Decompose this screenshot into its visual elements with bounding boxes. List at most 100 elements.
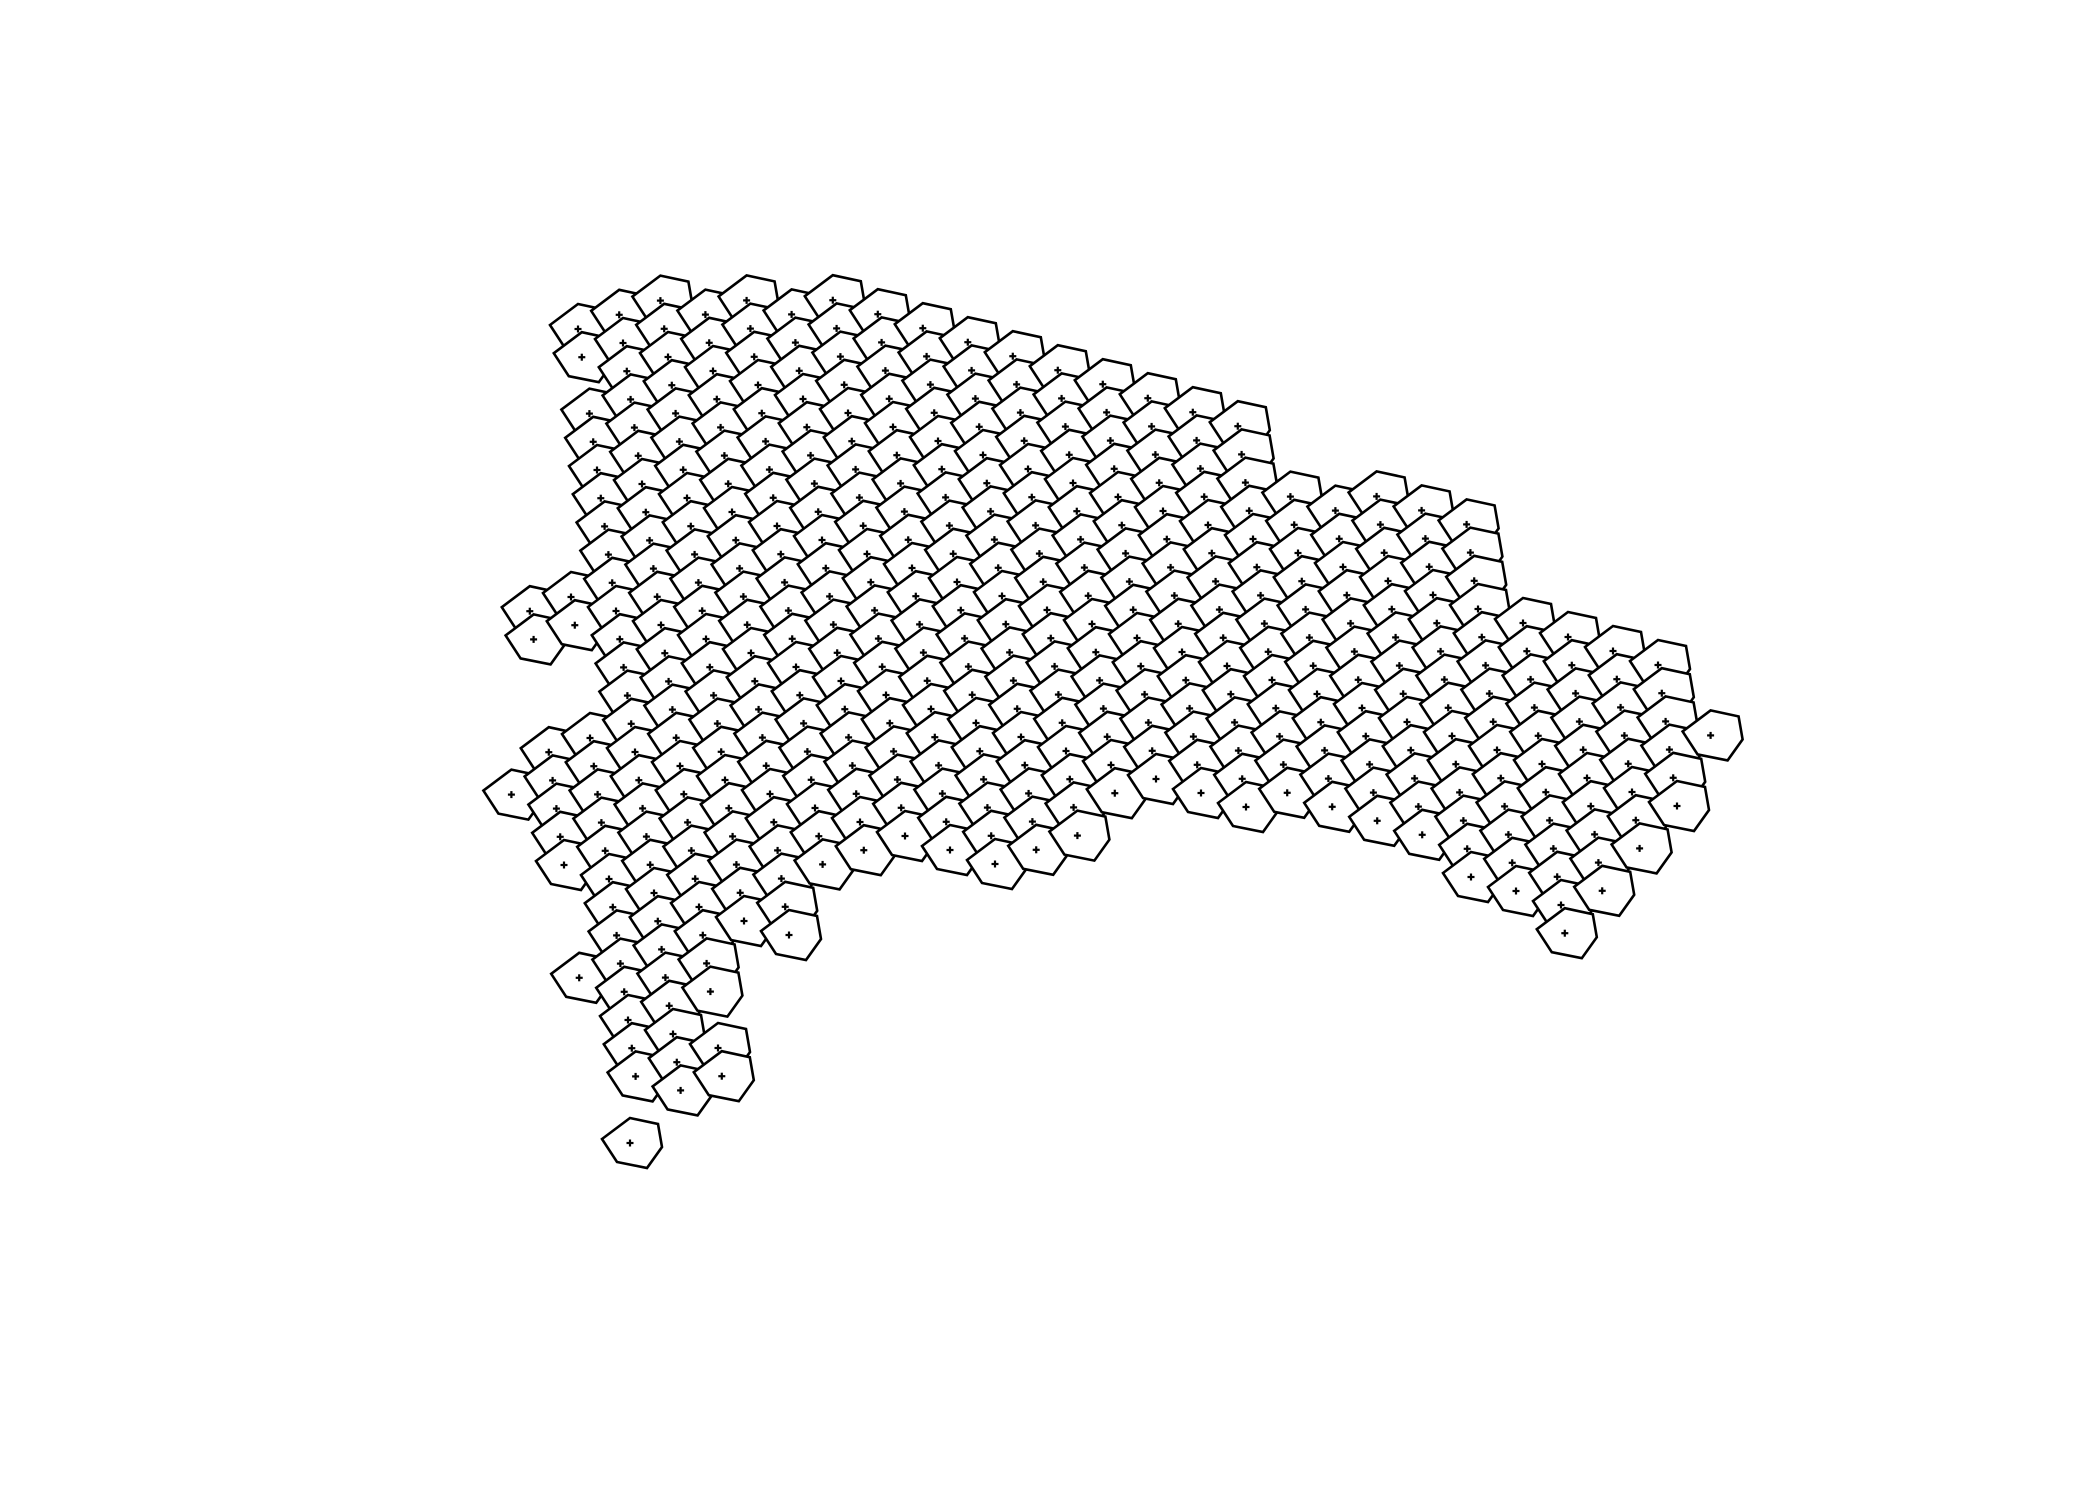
plus-icon bbox=[919, 649, 927, 657]
plus-icon bbox=[616, 960, 624, 968]
plus-icon bbox=[729, 832, 737, 840]
plus-icon bbox=[926, 381, 934, 389]
plus-icon bbox=[1054, 691, 1062, 699]
plus-icon bbox=[796, 691, 804, 699]
plus-icon bbox=[923, 677, 931, 685]
plus-icon bbox=[867, 578, 875, 586]
plus-icon bbox=[844, 409, 852, 417]
plus-icon bbox=[1474, 605, 1482, 613]
plus-icon bbox=[1114, 493, 1122, 501]
plus-icon bbox=[1197, 789, 1205, 797]
plus-icon bbox=[1298, 577, 1306, 585]
plus-icon bbox=[893, 451, 901, 459]
plus-icon bbox=[1534, 732, 1542, 740]
plus-icon bbox=[803, 748, 811, 756]
plus-icon bbox=[1279, 761, 1287, 769]
plus-icon bbox=[732, 536, 740, 544]
plus-icon bbox=[1418, 506, 1426, 514]
plus-icon bbox=[1373, 817, 1381, 825]
plus-icon bbox=[1459, 817, 1467, 825]
plus-icon bbox=[1489, 718, 1497, 726]
plus-icon bbox=[594, 790, 602, 798]
plus-icon bbox=[694, 579, 702, 587]
plus-icon bbox=[691, 550, 699, 558]
plus-icon bbox=[743, 296, 751, 304]
plus-icon bbox=[620, 988, 628, 996]
plus-icon bbox=[646, 861, 654, 869]
plus-icon bbox=[1530, 704, 1538, 712]
plus-icon bbox=[1125, 578, 1133, 586]
plus-icon bbox=[1609, 647, 1617, 655]
plus-icon bbox=[1302, 605, 1310, 613]
plus-icon bbox=[1519, 619, 1527, 627]
plus-icon bbox=[1497, 774, 1505, 782]
plus-icon bbox=[1062, 747, 1070, 755]
plus-icon bbox=[1219, 634, 1227, 642]
plus-icon bbox=[800, 719, 808, 727]
plus-icon bbox=[1276, 732, 1284, 740]
plus-icon bbox=[1414, 803, 1422, 811]
plus-icon bbox=[938, 790, 946, 798]
plus-icon bbox=[1707, 731, 1715, 739]
plus-icon bbox=[968, 691, 976, 699]
plus-icon bbox=[1024, 465, 1032, 473]
plus-icon bbox=[897, 479, 905, 487]
plus-icon bbox=[720, 452, 728, 460]
plus-icon bbox=[938, 465, 946, 473]
plus-icon bbox=[1542, 788, 1550, 796]
plus-icon bbox=[1478, 633, 1486, 641]
plus-icon bbox=[826, 592, 834, 600]
plus-icon bbox=[632, 1072, 640, 1080]
plus-icon bbox=[545, 748, 553, 756]
plus-icon bbox=[1122, 549, 1130, 557]
plus-icon bbox=[1369, 789, 1377, 797]
plus-icon bbox=[1403, 718, 1411, 726]
plus-icon bbox=[1144, 719, 1152, 727]
plus-icon bbox=[672, 409, 680, 417]
plus-icon bbox=[1088, 620, 1096, 628]
plus-icon bbox=[1182, 676, 1190, 684]
plus-icon bbox=[781, 903, 789, 911]
plus-icon bbox=[976, 747, 984, 755]
plus-icon bbox=[964, 338, 972, 346]
plus-icon bbox=[1463, 845, 1471, 853]
plus-icon bbox=[1568, 661, 1576, 669]
plus-icon bbox=[709, 367, 717, 375]
plus-icon bbox=[1106, 437, 1114, 445]
plus-icon bbox=[983, 479, 991, 487]
plus-icon bbox=[609, 903, 617, 911]
plus-icon bbox=[1174, 620, 1182, 628]
plus-icon bbox=[1549, 845, 1557, 853]
plus-icon bbox=[560, 861, 568, 869]
plus-icon bbox=[1103, 733, 1111, 741]
plus-icon bbox=[1163, 535, 1171, 543]
plus-icon bbox=[676, 762, 684, 770]
plus-icon bbox=[1283, 789, 1291, 797]
plus-icon bbox=[698, 607, 706, 615]
plus-icon bbox=[945, 522, 953, 530]
plus-icon bbox=[1339, 563, 1347, 571]
plus-icon bbox=[1380, 549, 1388, 557]
plus-icon bbox=[627, 720, 635, 728]
plus-icon bbox=[874, 635, 882, 643]
plus-icon bbox=[1440, 676, 1448, 684]
plus-icon bbox=[654, 917, 662, 925]
plus-icon bbox=[901, 832, 909, 840]
plus-icon bbox=[859, 522, 867, 530]
plus-icon bbox=[1538, 760, 1546, 768]
plus-icon bbox=[1411, 774, 1419, 782]
plus-icon bbox=[1167, 563, 1175, 571]
plus-icon bbox=[1009, 352, 1017, 360]
plus-icon bbox=[1467, 873, 1475, 881]
plus-icon bbox=[586, 734, 594, 742]
plus-icon bbox=[597, 819, 605, 827]
plus-icon bbox=[1065, 451, 1073, 459]
plus-icon bbox=[710, 691, 718, 699]
plus-icon bbox=[987, 832, 995, 840]
plus-icon bbox=[1523, 647, 1531, 655]
plus-icon bbox=[1193, 761, 1201, 769]
plus-icon bbox=[1070, 803, 1078, 811]
plus-icon bbox=[1151, 451, 1159, 459]
plus-icon bbox=[1512, 887, 1520, 895]
plus-icon bbox=[574, 325, 582, 333]
